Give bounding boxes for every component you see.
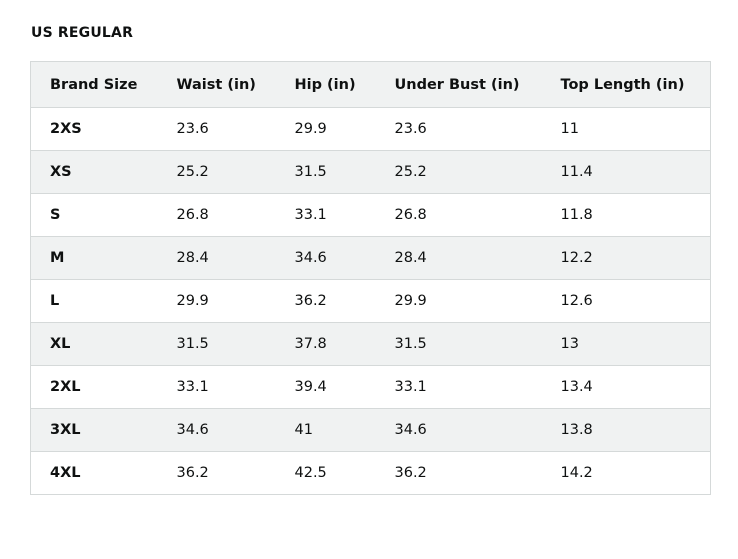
brand-size-cell: XS: [30, 150, 158, 194]
waist-cell: 33.1: [157, 365, 276, 409]
under-bust-cell: 34.6: [375, 408, 542, 452]
hip-cell: 29.9: [275, 107, 376, 151]
header-row: Brand Size Waist (in) Hip (in) Under Bus…: [30, 61, 711, 108]
top-length-cell: 13.4: [541, 365, 711, 409]
table-row: 2XS 23.6 29.9 23.6 11: [30, 107, 711, 151]
hip-cell: 36.2: [275, 279, 376, 323]
table-header: Brand Size Waist (in) Hip (in) Under Bus…: [30, 61, 711, 108]
under-bust-cell: 29.9: [375, 279, 542, 323]
table-row: L 29.9 36.2 29.9 12.6: [30, 279, 711, 323]
waist-cell: 31.5: [157, 322, 276, 366]
table-row: XS 25.2 31.5 25.2 11.4: [30, 150, 711, 194]
under-bust-cell: 33.1: [375, 365, 542, 409]
table-row: S 26.8 33.1 26.8 11.8: [30, 193, 711, 237]
under-bust-cell: 31.5: [375, 322, 542, 366]
waist-cell: 29.9: [157, 279, 276, 323]
hip-cell: 39.4: [275, 365, 376, 409]
brand-size-cell: M: [30, 236, 158, 280]
size-chart-table: Brand Size Waist (in) Hip (in) Under Bus…: [30, 61, 711, 495]
hip-cell: 34.6: [275, 236, 376, 280]
waist-cell: 28.4: [157, 236, 276, 280]
waist-cell: 26.8: [157, 193, 276, 237]
brand-size-cell: 3XL: [30, 408, 158, 452]
waist-cell: 25.2: [157, 150, 276, 194]
table-row: XL 31.5 37.8 31.5 13: [30, 322, 711, 366]
brand-size-cell: 4XL: [30, 451, 158, 495]
table-row: 2XL 33.1 39.4 33.1 13.4: [30, 365, 711, 409]
top-length-cell: 14.2: [541, 451, 711, 495]
top-length-cell: 13: [541, 322, 711, 366]
hip-cell: 37.8: [275, 322, 376, 366]
table-row: 4XL 36.2 42.5 36.2 14.2: [30, 451, 711, 495]
table-row: M 28.4 34.6 28.4 12.2: [30, 236, 711, 280]
header-top-length: Top Length (in): [541, 61, 711, 108]
hip-cell: 33.1: [275, 193, 376, 237]
waist-cell: 36.2: [157, 451, 276, 495]
top-length-cell: 13.8: [541, 408, 711, 452]
under-bust-cell: 28.4: [375, 236, 542, 280]
waist-cell: 23.6: [157, 107, 276, 151]
top-length-cell: 11.8: [541, 193, 711, 237]
top-length-cell: 12.6: [541, 279, 711, 323]
hip-cell: 41: [275, 408, 376, 452]
header-waist: Waist (in): [157, 61, 276, 108]
under-bust-cell: 23.6: [375, 107, 542, 151]
waist-cell: 34.6: [157, 408, 276, 452]
header-under-bust: Under Bust (in): [375, 61, 542, 108]
hip-cell: 42.5: [275, 451, 376, 495]
top-length-cell: 11.4: [541, 150, 711, 194]
top-length-cell: 12.2: [541, 236, 711, 280]
hip-cell: 31.5: [275, 150, 376, 194]
header-hip: Hip (in): [275, 61, 376, 108]
table-row: 3XL 34.6 41 34.6 13.8: [30, 408, 711, 452]
brand-size-cell: 2XL: [30, 365, 158, 409]
brand-size-cell: S: [30, 193, 158, 237]
brand-size-cell: XL: [30, 322, 158, 366]
under-bust-cell: 26.8: [375, 193, 542, 237]
under-bust-cell: 25.2: [375, 150, 542, 194]
table-body: 2XS 23.6 29.9 23.6 11 XS 25.2 31.5 25.2 11.4 S 26.8…: [30, 107, 711, 495]
header-brand-size: Brand Size: [30, 61, 158, 108]
top-length-cell: 11: [541, 107, 711, 151]
section-title: US REGULAR: [31, 25, 134, 41]
brand-size-cell: 2XS: [30, 107, 158, 151]
brand-size-cell: L: [30, 279, 158, 323]
under-bust-cell: 36.2: [375, 451, 542, 495]
